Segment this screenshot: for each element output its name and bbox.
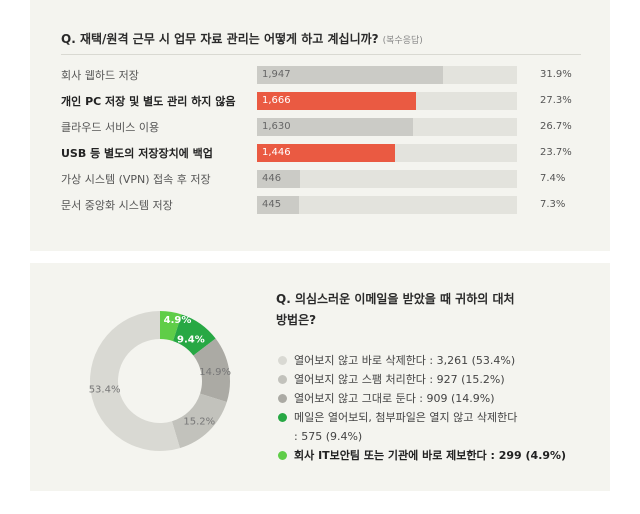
bar-category-label: 회사 웹하드 저장 — [61, 69, 139, 82]
bar-value-label: 1,947 — [262, 69, 291, 80]
bar-category-label: 클라우드 서비스 이용 — [61, 121, 160, 134]
bar-row: 문서 중앙화 시스템 저장 445 7.3% — [30, 196, 610, 214]
survey-panel-suspicious-email: 4.9% 9.4% 14.9% 15.2% 53.4% Q. 의심스러운 이메일을 받았… — [30, 263, 610, 491]
bar-row: USB 등 별도의 저장장치에 백업 1,446 23.7% — [30, 144, 610, 162]
legend-item: 열어보지 않고 그대로 둔다 : 909 (14.9%) — [278, 389, 598, 408]
bar-value-label: 1,666 — [262, 95, 291, 106]
chart-legend: 열어보지 않고 바로 삭제한다 : 3,261 (53.4%) 열어보지 않고 스… — [278, 351, 598, 465]
legend-swatch — [278, 375, 287, 384]
question-title: Q. 의심스러운 이메일을 받았을 때 귀하의 대처 방법은? — [276, 289, 515, 331]
bar-row: 개인 PC 저장 및 별도 관리 하지 않음 1,666 27.3% — [30, 92, 610, 110]
legend-swatch — [278, 413, 287, 422]
legend-item: 열어보지 않고 스팸 처리한다 : 927 (15.2%) — [278, 370, 598, 389]
legend-text: 열어보지 않고 그대로 둔다 : 909 (14.9%) — [294, 392, 495, 405]
donut-slice — [171, 393, 227, 449]
question-note: (복수응답) — [382, 36, 423, 46]
divider — [61, 54, 581, 55]
legend-text: 열어보지 않고 바로 삭제한다 : 3,261 (53.4%) — [294, 354, 516, 367]
bar-track: 1,947 — [257, 66, 517, 84]
bar-track: 445 — [257, 196, 517, 214]
bar-percent-label: 31.9% — [540, 69, 572, 80]
question-title: Q. 재택/원격 근무 시 업무 자료 관리는 어떻게 하고 계십니까? (복수응… — [61, 30, 423, 47]
question-text-line2: 방법은? — [276, 313, 317, 327]
bar-percent-label: 7.3% — [540, 199, 566, 210]
bar-value-label: 1,630 — [262, 121, 291, 132]
bar-value-label: 445 — [262, 199, 282, 210]
legend-text: 열어보지 않고 스팸 처리한다 : 927 (15.2%) — [294, 373, 505, 386]
legend-text: 회사 IT보안팀 또는 기관에 바로 제보한다 : 299 (4.9%) — [294, 449, 567, 462]
legend-swatch — [278, 394, 287, 403]
legend-item: 회사 IT보안팀 또는 기관에 바로 제보한다 : 299 (4.9%) — [278, 446, 598, 465]
legend-item: 메일은 열어보되, 첨부파일은 열지 않고 삭제한다 — [278, 408, 598, 427]
bar-category-label: USB 등 별도의 저장장치에 백업 — [61, 147, 213, 160]
bar-category-label: 가상 시스템 (VPN) 접속 후 저장 — [61, 173, 211, 186]
donut-slice — [160, 311, 182, 342]
bar-percent-label: 26.7% — [540, 121, 572, 132]
legend-item: 열어보지 않고 바로 삭제한다 : 3,261 (53.4%) — [278, 351, 598, 370]
donut-slice-label: 53.4% — [89, 385, 121, 396]
legend-swatch — [278, 451, 287, 460]
bar-track: 1,666 — [257, 92, 517, 110]
bar-row: 가상 시스템 (VPN) 접속 후 저장 446 7.4% — [30, 170, 610, 188]
bar — [257, 118, 413, 136]
question-text-line1: Q. 의심스러운 이메일을 받았을 때 귀하의 대처 — [276, 292, 515, 306]
bar — [257, 144, 395, 162]
bar-row: 클라우드 서비스 이용 1,630 26.7% — [30, 118, 610, 136]
donut-slice — [173, 314, 216, 356]
bar-row: 회사 웹하드 저장 1,947 31.9% — [30, 66, 610, 84]
bar-category-label: 문서 중앙화 시스템 저장 — [61, 199, 173, 212]
donut-slice — [89, 311, 180, 451]
bar-percent-label: 27.3% — [540, 95, 572, 106]
bar-track: 1,446 — [257, 144, 517, 162]
question-text: Q. 재택/원격 근무 시 업무 자료 관리는 어떻게 하고 계십니까? — [61, 32, 379, 46]
bar-percent-label: 7.4% — [540, 173, 566, 184]
survey-panel-work-data: Q. 재택/원격 근무 시 업무 자료 관리는 어떻게 하고 계십니까? (복수응… — [30, 0, 610, 251]
donut-slice-label: 9.4% — [177, 335, 205, 346]
donut-slice-label: 15.2% — [183, 416, 215, 427]
bar-track: 446 — [257, 170, 517, 188]
donut-chart: 4.9% 9.4% 14.9% 15.2% 53.4% — [89, 311, 231, 451]
bar-category-label: 개인 PC 저장 및 별도 관리 하지 않음 — [61, 95, 236, 108]
bar — [257, 66, 443, 84]
bar-track: 1,630 — [257, 118, 517, 136]
legend-swatch — [278, 356, 287, 365]
bar-percent-label: 23.7% — [540, 147, 572, 158]
donut-slice — [193, 338, 230, 403]
donut-slice-label: 4.9% — [164, 315, 192, 326]
bar-value-label: 1,446 — [262, 147, 291, 158]
legend-text-continued: : 575 (9.4%) — [294, 430, 363, 443]
donut-slice-label: 14.9% — [199, 367, 231, 378]
bar — [257, 92, 416, 110]
bar-value-label: 446 — [262, 173, 282, 184]
bar — [257, 170, 300, 188]
bar — [257, 196, 299, 214]
legend-text: 메일은 열어보되, 첨부파일은 열지 않고 삭제한다 — [294, 411, 518, 424]
